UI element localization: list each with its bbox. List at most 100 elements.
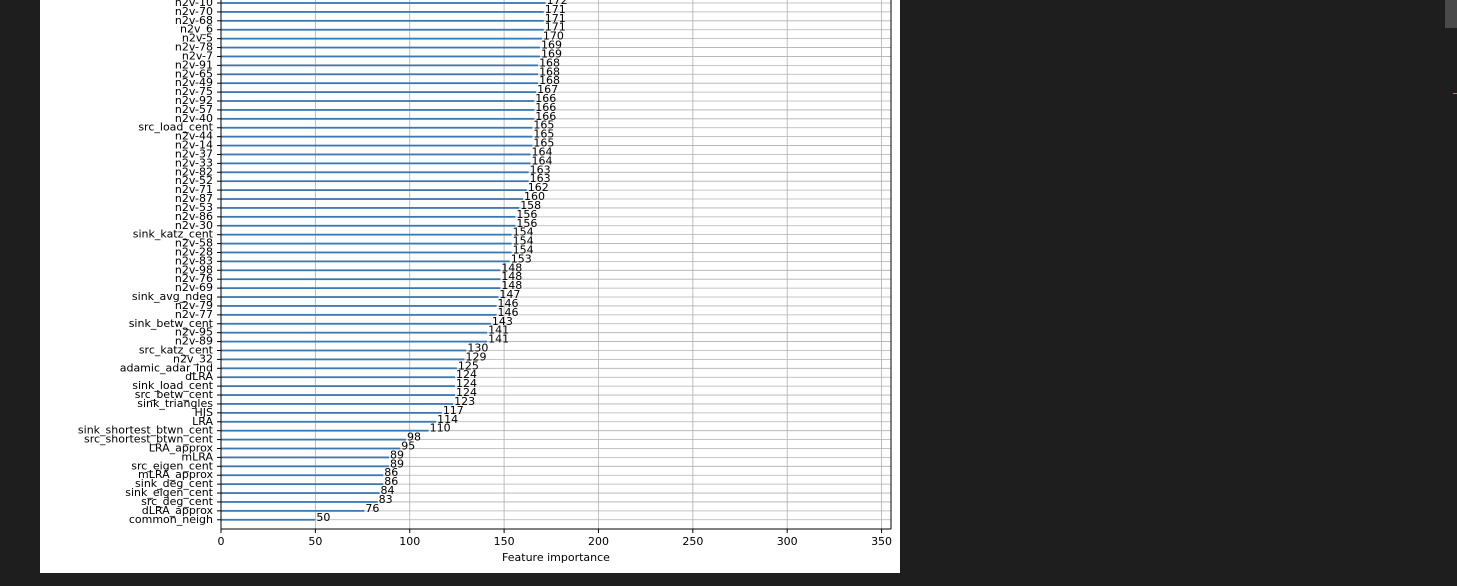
bar	[221, 287, 501, 290]
y-tick-label: src_load_cent	[138, 121, 213, 134]
bar	[221, 82, 539, 85]
value-label: 171	[545, 21, 566, 34]
value-label: 148	[501, 261, 522, 274]
value-label: 166	[535, 110, 556, 123]
value-label: 50	[316, 511, 330, 524]
y-tick-label: n2v-89	[175, 335, 213, 348]
bar	[221, 349, 467, 352]
y-tick-label: common_neigh	[129, 513, 213, 526]
value-label: 168	[539, 56, 560, 69]
value-label: 156	[516, 217, 537, 230]
value-label: 163	[530, 163, 551, 176]
y-tick-label: n2v-77	[175, 308, 213, 321]
bar	[221, 109, 535, 111]
value-label: 76	[365, 502, 379, 515]
y-tick-label: n2v-58	[175, 237, 213, 250]
value-label: 167	[537, 83, 558, 96]
x-tick-label: 200	[588, 535, 609, 548]
bar	[221, 429, 429, 432]
value-label: 117	[443, 404, 464, 417]
y-tick-label: n2v-69	[175, 281, 213, 294]
scrollbar[interactable]	[1445, 0, 1457, 28]
value-label: 171	[545, 3, 566, 16]
value-label: 147	[499, 288, 520, 301]
value-label: 95	[401, 440, 415, 453]
bar	[221, 28, 544, 31]
y-tick-label: sink_betw_cent	[129, 317, 214, 330]
x-tick-label: 50	[308, 535, 322, 548]
value-label: 163	[530, 172, 551, 185]
bar	[221, 305, 497, 307]
bar	[221, 46, 540, 49]
value-label: 84	[381, 484, 395, 497]
value-label: 154	[513, 235, 534, 248]
bar	[221, 91, 537, 93]
y-tick-label: n2v-49	[175, 76, 213, 89]
y-tick-label: n2v-7	[182, 49, 213, 62]
bar	[221, 403, 454, 405]
bar	[221, 394, 456, 396]
output-panel	[40, 0, 900, 573]
bar	[221, 483, 384, 486]
bar	[221, 269, 501, 272]
y-tick-label: dLRA	[185, 370, 213, 383]
bar	[221, 492, 380, 494]
bar	[221, 19, 544, 22]
bar	[221, 367, 457, 370]
bar	[221, 207, 520, 209]
value-label: 124	[456, 377, 477, 390]
y-tick-label: n2v-71	[175, 183, 213, 196]
y-tick-label: n2v-10	[175, 0, 213, 9]
bar	[221, 438, 406, 441]
y-tick-label: mLRA_approx	[138, 468, 213, 481]
bar	[221, 358, 465, 361]
bar	[221, 260, 510, 263]
y-tick-label: n2v-78	[175, 41, 213, 54]
value-label: 146	[498, 306, 519, 319]
bar	[221, 331, 488, 334]
bar	[221, 180, 529, 183]
value-label: 148	[501, 279, 522, 292]
value-label: 110	[430, 422, 451, 435]
value-label: 164	[532, 145, 553, 158]
y-tick-label: n2v-92	[175, 94, 213, 107]
y-tick-label: n2v-52	[175, 174, 213, 187]
bar	[221, 509, 365, 512]
bar	[221, 242, 512, 245]
y-tick-label: n2v-37	[175, 147, 213, 160]
value-label: 86	[384, 475, 398, 488]
value-label: 164	[532, 154, 553, 167]
value-label: 148	[501, 270, 522, 283]
y-tick-label: n2v-57	[175, 103, 213, 116]
value-label: 154	[513, 243, 534, 256]
marker	[1453, 93, 1457, 94]
bar	[221, 278, 501, 281]
y-tick-label: src_katz_cent	[139, 343, 214, 356]
y-tick-label: n2v-83	[175, 254, 213, 267]
y-tick-label: n2v-40	[175, 112, 213, 125]
value-label: 165	[533, 137, 554, 150]
y-tick-label: sink_load_cent	[132, 379, 213, 392]
bar	[221, 251, 512, 254]
y-tick-label: n2v-68	[175, 14, 213, 27]
value-label: 166	[535, 101, 556, 114]
value-label: 114	[437, 413, 458, 426]
bar	[221, 2, 546, 4]
value-label: 165	[533, 128, 554, 141]
y-tick-label: mLRA	[181, 450, 213, 463]
value-label: 129	[465, 350, 486, 363]
value-label: 124	[456, 368, 477, 381]
value-label: 170	[543, 30, 564, 43]
x-tick-label: 250	[682, 535, 703, 548]
value-label: 153	[511, 252, 532, 265]
bar	[221, 501, 378, 503]
x-tick-label: 0	[218, 535, 225, 548]
bar	[221, 11, 544, 13]
x-axis-label: Feature importance	[502, 551, 610, 564]
y-tick-label: src_eigen_cent	[131, 459, 213, 472]
y-tick-label: n2v-95	[175, 326, 213, 339]
y-tick-label: sink_deg_cent	[135, 477, 214, 490]
bar	[221, 420, 437, 423]
bar	[221, 198, 523, 200]
